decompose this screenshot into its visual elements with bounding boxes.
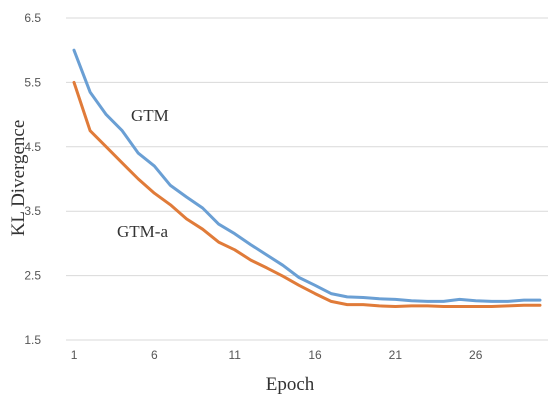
- grid: [66, 17, 548, 341]
- x-tick-label: 1: [71, 348, 78, 362]
- series-line-gtm-a: [72, 80, 542, 308]
- series-line-gtm: [72, 48, 542, 303]
- x-tick-label: 16: [308, 348, 322, 362]
- y-axis-title: KL Divergence: [8, 120, 29, 237]
- y-tick-label: 2.5: [24, 269, 41, 283]
- x-tick-label: 11: [228, 348, 241, 362]
- tick-labels: 1.52.53.54.55.56.51 6 11 16 21 26: [24, 11, 482, 362]
- y-tick-label: 3.5: [24, 204, 41, 218]
- x-tick-label: 6: [151, 348, 158, 362]
- series-lines: [72, 48, 542, 308]
- y-tick-label: 4.5: [24, 140, 41, 154]
- y-tick-label: 1.5: [24, 333, 41, 347]
- y-tick-label: 5.5: [24, 75, 41, 89]
- y-tick-label: 6.5: [24, 11, 41, 25]
- x-tick-label: 21: [389, 348, 403, 362]
- series-label-gtm-a: GTM-a: [117, 222, 168, 241]
- x-axis-title: Epoch: [266, 374, 315, 395]
- series-label-gtm: GTM: [131, 106, 169, 125]
- x-tick-label: 26: [469, 348, 483, 362]
